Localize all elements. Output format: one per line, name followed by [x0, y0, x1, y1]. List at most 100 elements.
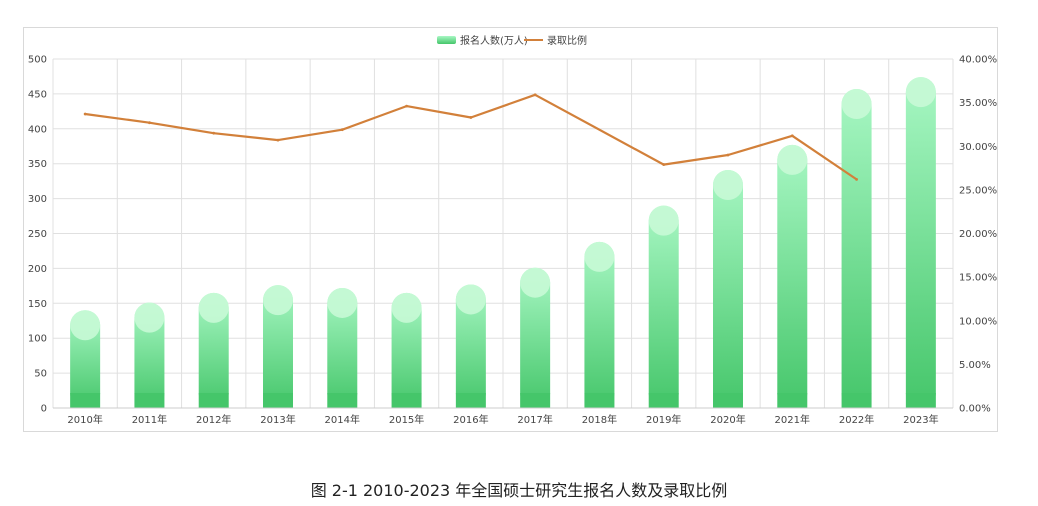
bar-base: [713, 393, 743, 408]
bar-body: [455, 284, 486, 408]
bar-cap: [391, 292, 422, 323]
y-left-tick-label: 300: [28, 194, 47, 205]
bar: [841, 89, 872, 408]
x-tick-label: 2011年: [132, 413, 167, 426]
legend[interactable]: 报名人数(万人) 录取比例: [437, 34, 587, 47]
ratio-point: [855, 178, 858, 181]
bar: [134, 302, 165, 408]
bar-base: [455, 393, 486, 408]
bar-cap: [713, 169, 743, 200]
figure-caption: 图 2-1 2010-2023 年全国硕士研究生报名人数及录取比例: [310, 481, 728, 500]
ratio-point: [83, 112, 87, 116]
bar-base: [263, 393, 293, 408]
bar-base: [327, 393, 358, 408]
bar-base: [905, 393, 936, 408]
bar-cap: [648, 205, 679, 236]
y-left-tick-label: 50: [34, 369, 47, 380]
bar-cap: [520, 267, 551, 298]
bar-body: [391, 292, 422, 408]
legend-bar-swatch: [437, 36, 456, 44]
y-left-tick-label: 400: [28, 124, 47, 135]
ratio-point: [276, 138, 280, 142]
bar-base: [648, 393, 679, 408]
x-tick-label: 2010年: [67, 413, 102, 426]
bar-cap: [584, 241, 615, 272]
bar-base: [134, 393, 165, 408]
bar-base: [841, 393, 872, 408]
y-right-tick-label: 35.00%: [959, 98, 997, 109]
bar-cap: [134, 302, 165, 333]
bar: [905, 77, 936, 408]
axis-layer: 0 50 100 150 200 250 300 350 400 450 500 0.00% 5.00%…: [28, 55, 997, 427]
chart-svg: 0 50 100 150 200 250 300 350 400 450 500 0.00% 5.00%…: [28, 34, 997, 427]
x-tick-label: 2023年: [903, 413, 938, 426]
legend-bar-label: 报名人数(万人): [460, 34, 528, 47]
ratio-point: [662, 163, 666, 166]
bar-cap: [263, 285, 293, 316]
y-left-tick-label: 200: [28, 264, 47, 275]
ratio-point: [790, 134, 794, 138]
bar-base: [391, 393, 422, 408]
y-right-tick-label: 5.00%: [959, 360, 991, 371]
x-tick-label: 2015年: [389, 413, 424, 426]
x-tick-label: 2014年: [325, 413, 360, 426]
bar: [391, 292, 422, 408]
bar-cap: [455, 284, 486, 315]
bar: [777, 144, 808, 408]
ratio-point: [212, 131, 216, 135]
y-right-tick-label: 25.00%: [959, 185, 997, 196]
y-left-tick-label: 450: [28, 89, 47, 100]
grid-layer: [52, 58, 954, 409]
bar-body: [327, 287, 358, 408]
bar-cap: [777, 144, 808, 175]
bar-body: [713, 169, 743, 408]
bar: [327, 287, 358, 408]
ratio-point: [469, 116, 473, 119]
x-tick-label: 2021年: [775, 413, 810, 426]
bar-base: [198, 393, 229, 408]
ratio-point: [148, 121, 151, 125]
x-tick-label: 2016年: [453, 413, 488, 426]
y-right-tick-label: 10.00%: [959, 316, 997, 327]
bar-body: [520, 267, 551, 408]
y-left-tick-label: 500: [28, 55, 47, 66]
bar-cap: [905, 77, 936, 108]
x-tick-label: 2013年: [260, 413, 295, 426]
y-left-tick-label: 350: [28, 159, 47, 170]
x-tick-label: 2022年: [839, 413, 874, 426]
bar-body: [905, 77, 936, 408]
chart-frame: 0 50 100 150 200 250 300 350 400 450 500 0.00% 5.00%…: [23, 27, 998, 432]
bar-body: [198, 292, 229, 408]
bar: [713, 169, 743, 408]
x-tick-label: 2020年: [710, 413, 745, 426]
ratio-point: [533, 93, 537, 97]
x-tick-label: 2018年: [582, 413, 617, 426]
bar: [70, 310, 101, 408]
bar-cap: [70, 310, 101, 341]
y-left-tick-label: 250: [28, 229, 47, 240]
ratio-point: [405, 104, 408, 108]
bar-base: [584, 393, 615, 408]
x-tick-label: 2017年: [517, 413, 552, 426]
bar-cap: [198, 292, 229, 323]
line-layer: [83, 93, 858, 181]
y-right-tick-label: 20.00%: [959, 229, 997, 240]
ratio-point: [726, 153, 730, 157]
y-right-tick-label: 0.00%: [959, 404, 991, 415]
bar-body: [263, 285, 293, 408]
bar: [263, 285, 293, 408]
y-left-tick-label: 100: [28, 334, 47, 345]
y-right-tick-label: 30.00%: [959, 142, 997, 153]
bar: [584, 241, 615, 408]
bar: [198, 292, 229, 408]
bar-cap: [327, 287, 358, 318]
bar-body: [841, 89, 872, 408]
bar: [455, 284, 486, 408]
y-right-tick-label: 40.00%: [959, 55, 997, 66]
ratio-point: [340, 128, 344, 132]
bar-cap: [841, 89, 872, 120]
ratio-line: [84, 93, 858, 181]
bar-base: [520, 393, 551, 408]
bar: [520, 267, 551, 408]
legend-line-label: 录取比例: [547, 34, 587, 47]
